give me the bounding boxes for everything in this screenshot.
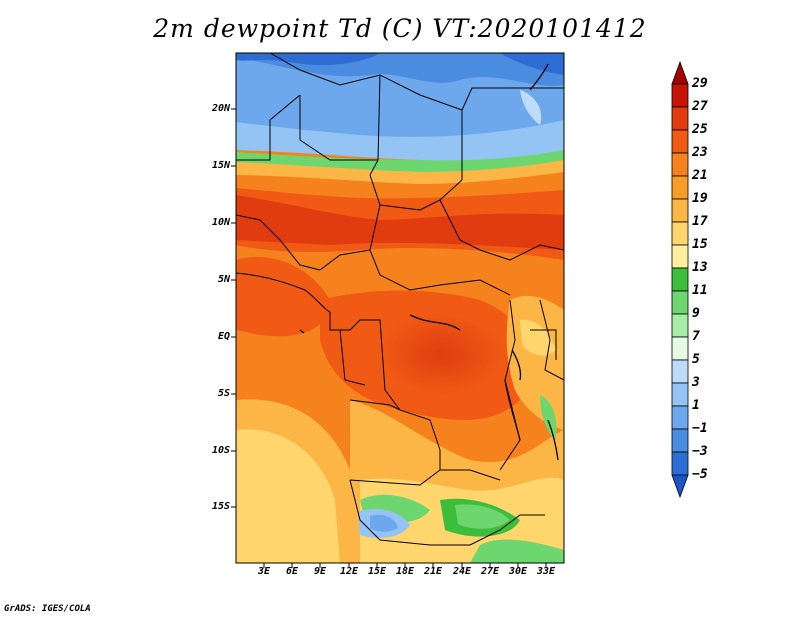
colorbar-swatch	[671, 83, 689, 108]
lon-label: 27E	[480, 566, 500, 577]
colorbar-label: 27	[692, 99, 708, 114]
lat-label: 15S	[211, 501, 230, 512]
colorbar-label: 9	[692, 306, 700, 321]
colorbar-swatch	[671, 221, 689, 246]
colorbar-label: 11	[692, 283, 708, 298]
colorbar-label: 17	[692, 214, 708, 229]
lat-label: 10N	[211, 217, 230, 228]
dewpoint-field	[236, 53, 564, 563]
colorbar-swatch	[671, 359, 689, 384]
map-title: 2m dewpoint Td (C) VT:2020101412	[153, 14, 647, 43]
lon-label: 15E	[367, 566, 387, 577]
axis-ticks	[231, 108, 547, 568]
grads-credit: GrADS: IGES/COLA	[4, 604, 91, 614]
colorbar	[671, 60, 689, 499]
colorbar-swatch	[671, 405, 689, 430]
colorbar-swatch	[671, 175, 689, 200]
colorbar-label: 29	[692, 76, 708, 91]
map-frame	[235, 52, 565, 564]
colorbar-cap-bottom	[671, 474, 689, 499]
lon-label: 12E	[339, 566, 359, 577]
colorbar-swatch	[671, 267, 689, 292]
colorbar-swatch	[671, 382, 689, 407]
colorbar-label: −3	[692, 444, 708, 459]
colorbar-swatch	[671, 428, 689, 453]
lon-label: 18E	[395, 566, 415, 577]
colorbar-cap-top	[671, 60, 689, 85]
lon-label: 24E	[452, 566, 472, 577]
colorbar-label: 21	[692, 168, 708, 183]
colorbar-swatch	[671, 290, 689, 315]
country-borders	[236, 53, 564, 546]
colorbar-swatch	[671, 106, 689, 131]
lat-label: 20N	[211, 103, 230, 114]
colorbar-swatch	[671, 313, 689, 338]
colorbar-label: −1	[692, 421, 708, 436]
colorbar-swatch	[671, 336, 689, 361]
coastlines-lakes	[299, 63, 559, 461]
lon-label: 30E	[508, 566, 528, 577]
lon-label: 33E	[536, 566, 556, 577]
lon-label: 21E	[423, 566, 443, 577]
colorbar-swatch	[671, 152, 689, 177]
colorbar-swatch	[671, 129, 689, 154]
colorbar-swatch	[671, 451, 689, 476]
colorbar-swatch	[671, 244, 689, 269]
lon-label: 3E	[257, 566, 271, 577]
lat-label: 10S	[211, 445, 230, 456]
lat-label: 15N	[211, 160, 230, 171]
colorbar-label: 3	[692, 375, 700, 390]
colorbar-label: 1	[692, 398, 700, 413]
lon-label: 6E	[285, 566, 299, 577]
colorbar-label: 5	[692, 352, 700, 367]
colorbar-label: 15	[692, 237, 708, 252]
colorbar-label: −5	[692, 467, 708, 482]
colorbar-label: 13	[692, 260, 708, 275]
lon-label: 9E	[313, 566, 327, 577]
colorbar-label: 23	[692, 145, 708, 160]
lat-label: 5S	[217, 388, 230, 399]
lat-label: EQ	[217, 331, 230, 342]
colorbar-label: 7	[692, 329, 700, 344]
colorbar-swatch	[671, 198, 689, 223]
lat-label: 5N	[217, 274, 230, 285]
colorbar-label: 25	[692, 122, 708, 137]
colorbar-label: 19	[692, 191, 708, 206]
